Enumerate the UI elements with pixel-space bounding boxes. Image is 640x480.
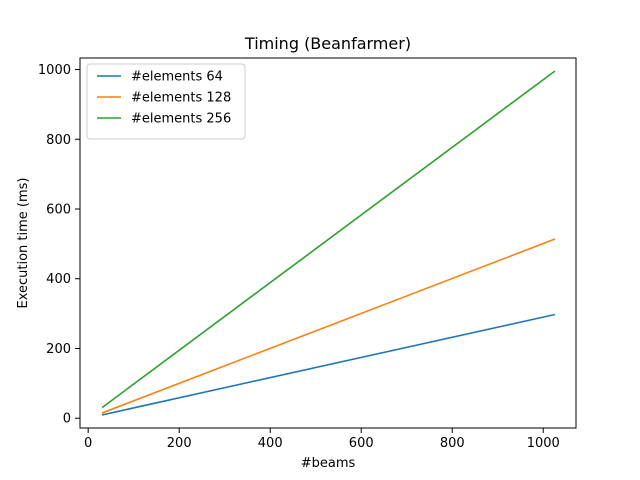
x-tick-label: 0 [84,436,92,451]
x-axis: 0 200 400 600 800 1000 [84,428,560,451]
x-tick-label: 800 [440,436,465,451]
chart-title: Timing (Beanfarmer) [244,34,411,53]
legend-box [86,63,246,140]
y-tick-label: 0 [63,412,71,427]
x-tick-label: 200 [167,436,192,451]
series-line-2 [101,238,556,414]
y-tick-label: 400 [46,272,71,287]
y-axis: 0 200 400 600 800 1000 [38,63,80,427]
plot-frame [79,57,577,429]
y-tick-label: 600 [46,202,71,217]
series-line-3 [101,70,556,409]
series-layer [101,70,556,416]
legend-label-3: #elements 256 [131,112,231,127]
y-tick-label: 200 [46,342,71,357]
y-axis-label: Execution time (ms) [16,177,31,308]
legend: #elements 64 #elements 128 #elements 256 [86,63,246,140]
x-tick-label: 400 [258,436,283,451]
x-axis-label: #beams [301,456,356,471]
x-tick-label: 1000 [527,436,560,451]
series-line-1 [101,313,556,416]
legend-label-2: #elements 128 [131,91,231,106]
legend-label-1: #elements 64 [131,70,223,85]
x-tick-label: 600 [349,436,374,451]
y-tick-label: 800 [46,133,71,148]
y-tick-label: 1000 [38,63,71,78]
